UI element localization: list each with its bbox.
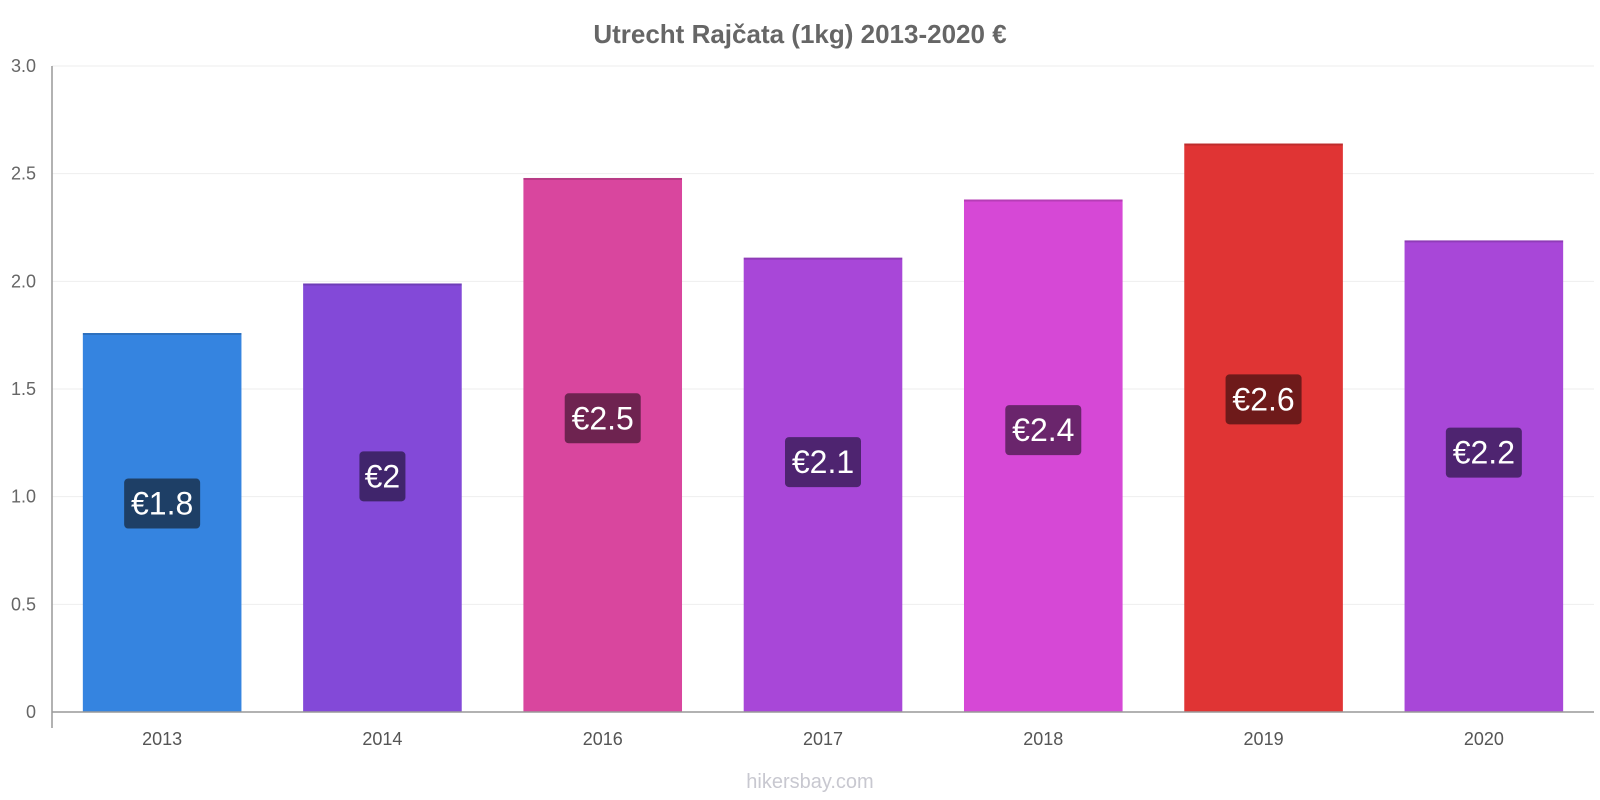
data-label-box	[1445, 427, 1522, 478]
data-label-box	[124, 478, 201, 529]
data-label-box	[1225, 374, 1302, 425]
data-label-box	[359, 451, 406, 502]
y-tick-label: 2.0	[11, 271, 36, 291]
x-axis-ticks: 2013 2014 2016 2017 2018 2019 2020	[142, 729, 1504, 749]
x-tick-label: 2016	[583, 729, 623, 749]
data-label-box	[564, 393, 641, 444]
y-axis-ticks: 0 0.5 1.0 1.5 2.0 2.5 3.0	[11, 56, 36, 722]
x-tick-label: 2020	[1464, 729, 1504, 749]
watermark: hikersbay.com	[746, 771, 873, 793]
y-tick-label: 0	[26, 702, 36, 722]
chart-title: Utrecht Rajčata (1kg) 2013-2020 €	[593, 19, 1006, 49]
x-tick-label: 2017	[803, 729, 843, 749]
y-tick-label: 0.5	[11, 594, 36, 614]
data-label: €2.1	[792, 444, 854, 480]
bar	[963, 199, 1123, 713]
data-label: €2.6	[1232, 381, 1294, 417]
x-tick-label: 2014	[362, 729, 402, 749]
data-labels: €1.8 €2 €2.5 €2.1 €2.4 €2.6 €2.2	[124, 374, 1522, 529]
x-tick-label: 2019	[1244, 729, 1284, 749]
data-label: €2.5	[572, 400, 634, 436]
bar	[1184, 143, 1343, 712]
y-tick-label: 3.0	[11, 56, 36, 76]
bar	[523, 177, 683, 712]
data-label: €2.4	[1012, 412, 1074, 448]
data-label-box	[1005, 405, 1082, 456]
x-tick-label: 2013	[142, 729, 182, 749]
data-label: €2	[365, 458, 401, 494]
x-tick-label: 2018	[1023, 729, 1063, 749]
y-tick-label: 2.5	[11, 164, 36, 184]
data-label: €1.8	[131, 486, 193, 522]
bars	[82, 143, 1564, 713]
y-tick-label: 1.0	[11, 487, 36, 507]
y-tick-label: 1.5	[11, 379, 36, 399]
data-label-box	[785, 437, 861, 488]
data-label: €2.2	[1453, 435, 1515, 471]
